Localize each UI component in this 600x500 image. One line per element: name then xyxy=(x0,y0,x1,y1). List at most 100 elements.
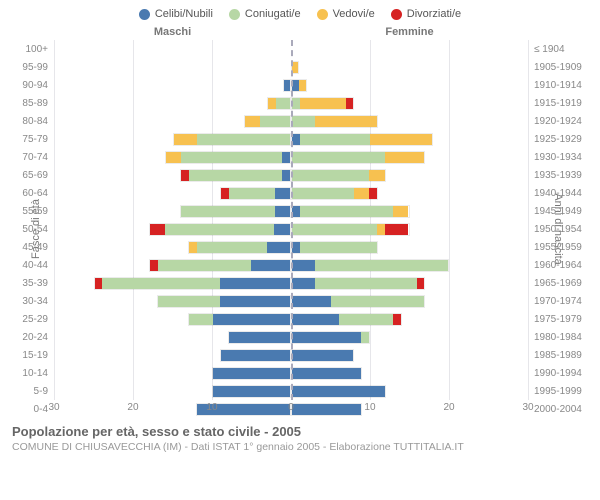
segment-divorced xyxy=(150,260,158,271)
x-tick: 20 xyxy=(443,402,454,413)
segment-single xyxy=(275,206,291,217)
age-row: 100+≤ 1904 xyxy=(4,40,596,58)
segment-married xyxy=(189,170,282,181)
segment-married xyxy=(315,278,416,289)
segment-married xyxy=(260,116,290,127)
segment-married xyxy=(165,224,274,235)
segment-single xyxy=(292,314,339,325)
population-bar xyxy=(291,205,410,218)
birth-year-label: 1930-1934 xyxy=(528,152,596,163)
population-bar xyxy=(291,187,378,200)
age-label: 35-39 xyxy=(4,278,54,289)
legend-label: Divorziati/e xyxy=(407,8,461,20)
birth-year-label: 1910-1914 xyxy=(528,80,596,91)
segment-single xyxy=(292,368,361,379)
population-bar xyxy=(291,349,354,362)
segment-divorced xyxy=(417,278,425,289)
segment-widowed xyxy=(393,206,409,217)
population-bar xyxy=(291,277,425,290)
population-bar xyxy=(291,295,425,308)
segment-widowed xyxy=(354,188,369,199)
legend-label: Celibi/Nubili xyxy=(155,8,213,20)
segment-married xyxy=(292,188,354,199)
birth-year-label: 1905-1909 xyxy=(528,62,596,73)
segment-married xyxy=(189,314,212,325)
x-ticks: 3020100102030 xyxy=(54,400,528,418)
segment-widowed xyxy=(299,80,306,91)
segment-married xyxy=(181,152,282,163)
birth-year-label: 1975-1979 xyxy=(528,314,596,325)
population-bar xyxy=(291,79,307,92)
population-bar xyxy=(173,133,292,146)
birth-year-label: 1970-1974 xyxy=(528,296,596,307)
birth-year-label: 1950-1954 xyxy=(528,224,596,235)
x-tick: 30 xyxy=(522,402,533,413)
population-pyramid-chart: Celibi/NubiliConiugati/eVedovi/eDivorzia… xyxy=(0,0,600,500)
segment-married xyxy=(158,296,220,307)
population-bar xyxy=(220,187,291,200)
population-bar xyxy=(291,169,386,182)
age-row: 45-49 1955-1959 xyxy=(4,238,596,256)
segment-single xyxy=(282,152,290,163)
age-row: 40-441960-1964 xyxy=(4,256,596,274)
birth-year-label: 1965-1969 xyxy=(528,278,596,289)
age-label: 30-34 xyxy=(4,296,54,307)
age-row: 65-69 1935-1939 xyxy=(4,166,596,184)
population-bar xyxy=(291,331,370,344)
segment-divorced xyxy=(346,98,354,109)
population-bar xyxy=(291,313,402,326)
age-row: 70-741930-1934 xyxy=(4,148,596,166)
legend-label: Coniugati/e xyxy=(245,8,301,20)
birth-year-label: 1945-1949 xyxy=(528,206,596,217)
legend-item: Divorziati/e xyxy=(391,8,461,20)
population-bar xyxy=(244,115,291,128)
segment-married xyxy=(102,278,219,289)
segment-divorced xyxy=(393,314,401,325)
segment-divorced xyxy=(95,278,103,289)
age-row: 55-59 1945-1949 xyxy=(4,202,596,220)
segment-single xyxy=(274,224,290,235)
segment-single xyxy=(220,296,290,307)
segment-divorced xyxy=(369,188,377,199)
population-bar xyxy=(220,349,291,362)
segment-widowed xyxy=(268,98,275,109)
age-row: 10-141990-1994 xyxy=(4,364,596,382)
population-bar xyxy=(291,151,425,164)
birth-year-label: 1955-1959 xyxy=(528,242,596,253)
x-axis: 3020100102030 xyxy=(4,400,596,418)
age-label: 45-49 xyxy=(4,242,54,253)
birth-year-label: 1985-1989 xyxy=(528,350,596,361)
population-bar xyxy=(291,259,449,272)
age-row: 20-241980-1984 xyxy=(4,328,596,346)
birth-year-label: 1935-1939 xyxy=(528,170,596,181)
segment-single xyxy=(275,188,290,199)
age-label: 10-14 xyxy=(4,368,54,379)
segment-married xyxy=(300,134,370,145)
segment-married xyxy=(276,98,290,109)
segment-single xyxy=(229,332,290,343)
plot-area: Fasce di età Anni di nascita 100+≤ 19049… xyxy=(4,40,596,418)
column-headers: Maschi Femmine xyxy=(4,26,596,38)
birth-year-label: 1960-1964 xyxy=(528,260,596,271)
legend-swatch xyxy=(229,9,240,20)
segment-divorced xyxy=(150,224,166,235)
age-row: 15-191985-1989 xyxy=(4,346,596,364)
segment-widowed xyxy=(315,116,377,127)
population-bar xyxy=(291,223,410,236)
population-bar xyxy=(291,97,354,110)
age-row: 50-541950-1954 xyxy=(4,220,596,238)
segment-widowed xyxy=(166,152,182,163)
population-bar xyxy=(149,223,291,236)
segment-widowed xyxy=(369,170,384,181)
age-label: 55-59 xyxy=(4,206,54,217)
age-row: 60-641940-1944 xyxy=(4,184,596,202)
segment-single xyxy=(292,260,315,271)
segment-widowed xyxy=(174,134,197,145)
segment-married xyxy=(300,242,377,253)
birth-year-label: 1940-1944 xyxy=(528,188,596,199)
bars-container: 100+≤ 190495-991905-190990-941910-191485… xyxy=(4,40,596,418)
segment-married xyxy=(229,188,275,199)
population-bar xyxy=(165,151,291,164)
population-bar xyxy=(267,97,291,110)
age-label: 65-69 xyxy=(4,170,54,181)
